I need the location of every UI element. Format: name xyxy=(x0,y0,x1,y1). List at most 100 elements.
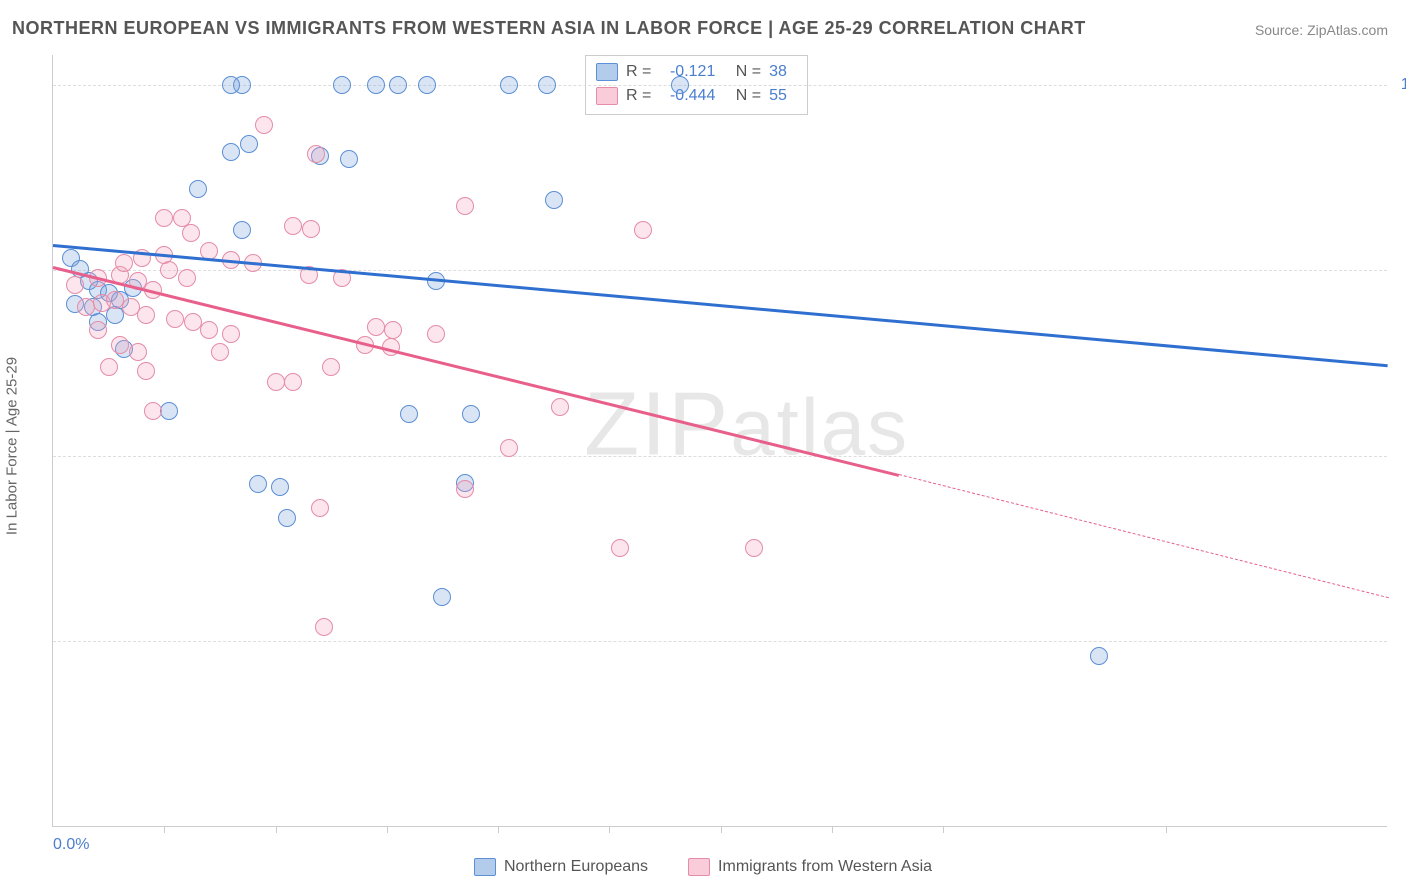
x-tick xyxy=(387,826,388,833)
data-point xyxy=(315,618,333,636)
legend-label-blue: Northern Europeans xyxy=(504,858,648,876)
data-point xyxy=(538,76,556,94)
y-tick-label: 75.0% xyxy=(1395,447,1406,465)
swatch-pink-icon xyxy=(688,858,710,876)
data-point xyxy=(182,224,200,242)
data-point xyxy=(322,358,340,376)
data-point xyxy=(222,143,240,161)
data-point xyxy=(302,220,320,238)
data-point xyxy=(634,221,652,239)
data-point xyxy=(745,539,763,557)
data-point xyxy=(115,254,133,272)
x-tick xyxy=(498,826,499,833)
data-point xyxy=(500,439,518,457)
data-point xyxy=(367,76,385,94)
legend-row-blue: R = -0.121 N = 38 xyxy=(596,60,797,84)
legend-item-blue: Northern Europeans xyxy=(474,858,648,876)
swatch-blue-icon xyxy=(596,63,618,81)
data-point xyxy=(418,76,436,94)
n-label: N = xyxy=(736,84,761,108)
data-point xyxy=(271,478,289,496)
data-point xyxy=(400,405,418,423)
data-point xyxy=(427,325,445,343)
data-point xyxy=(367,318,385,336)
data-point xyxy=(267,373,285,391)
data-point xyxy=(384,321,402,339)
data-point xyxy=(137,306,155,324)
data-point xyxy=(144,402,162,420)
gridline-h xyxy=(53,456,1387,457)
trend-line xyxy=(53,266,899,477)
data-point xyxy=(311,499,329,517)
data-point xyxy=(284,217,302,235)
y-tick-label: 87.5% xyxy=(1395,261,1406,279)
data-point xyxy=(456,480,474,498)
data-point xyxy=(333,76,351,94)
x-tick xyxy=(609,826,610,833)
legend-row-pink: R = -0.444 N = 55 xyxy=(596,84,797,108)
data-point xyxy=(200,321,218,339)
data-point xyxy=(545,191,563,209)
data-point xyxy=(89,321,107,339)
data-point xyxy=(160,402,178,420)
data-point xyxy=(551,398,569,416)
data-point xyxy=(66,276,84,294)
data-point xyxy=(389,76,407,94)
x-tick xyxy=(721,826,722,833)
watermark: ZIPatlas xyxy=(584,374,909,477)
gridline-h xyxy=(53,85,1387,86)
swatch-blue-icon xyxy=(474,858,496,876)
r-label: R = xyxy=(626,60,651,84)
x-tick-label: 0.0% xyxy=(53,836,89,854)
data-point xyxy=(166,310,184,328)
data-point xyxy=(284,373,302,391)
data-point xyxy=(211,343,229,361)
data-point xyxy=(233,221,251,239)
x-tick xyxy=(276,826,277,833)
series-legend: Northern Europeans Immigrants from Weste… xyxy=(0,858,1406,876)
chart-title: NORTHERN EUROPEAN VS IMMIGRANTS FROM WES… xyxy=(12,18,1086,39)
y-axis-label: In Labor Force | Age 25-29 xyxy=(4,357,21,535)
x-tick xyxy=(164,826,165,833)
data-point xyxy=(307,145,325,163)
source-label: Source: ZipAtlas.com xyxy=(1255,22,1388,38)
x-tick xyxy=(1166,826,1167,833)
data-point xyxy=(433,588,451,606)
r-label: R = xyxy=(626,84,651,108)
data-point xyxy=(178,269,196,287)
data-point xyxy=(111,336,129,354)
scatter-plot: ZIPatlas R = -0.121 N = 38 R = -0.444 N … xyxy=(52,55,1387,827)
data-point xyxy=(249,475,267,493)
y-tick-label: 100.0% xyxy=(1395,76,1406,94)
x-tick-label: 60.0% xyxy=(1395,836,1406,854)
gridline-h xyxy=(53,641,1387,642)
data-point xyxy=(671,76,689,94)
swatch-pink-icon xyxy=(596,87,618,105)
data-point xyxy=(462,405,480,423)
trend-line xyxy=(53,244,1388,367)
data-point xyxy=(129,343,147,361)
data-point xyxy=(500,76,518,94)
n-label: N = xyxy=(736,60,761,84)
n-value-blue: 38 xyxy=(769,60,797,84)
trend-line xyxy=(898,474,1388,598)
data-point xyxy=(278,509,296,527)
data-point xyxy=(240,135,258,153)
legend-item-pink: Immigrants from Western Asia xyxy=(688,858,932,876)
data-point xyxy=(222,76,240,94)
data-point xyxy=(255,116,273,134)
data-point xyxy=(1090,647,1108,665)
data-point xyxy=(137,362,155,380)
x-tick xyxy=(943,826,944,833)
data-point xyxy=(456,197,474,215)
data-point xyxy=(155,209,173,227)
data-point xyxy=(222,325,240,343)
x-tick xyxy=(832,826,833,833)
n-value-pink: 55 xyxy=(769,84,797,108)
data-point xyxy=(611,539,629,557)
data-point xyxy=(340,150,358,168)
data-point xyxy=(100,358,118,376)
y-tick-label: 62.5% xyxy=(1395,632,1406,650)
data-point xyxy=(189,180,207,198)
legend-label-pink: Immigrants from Western Asia xyxy=(718,858,932,876)
